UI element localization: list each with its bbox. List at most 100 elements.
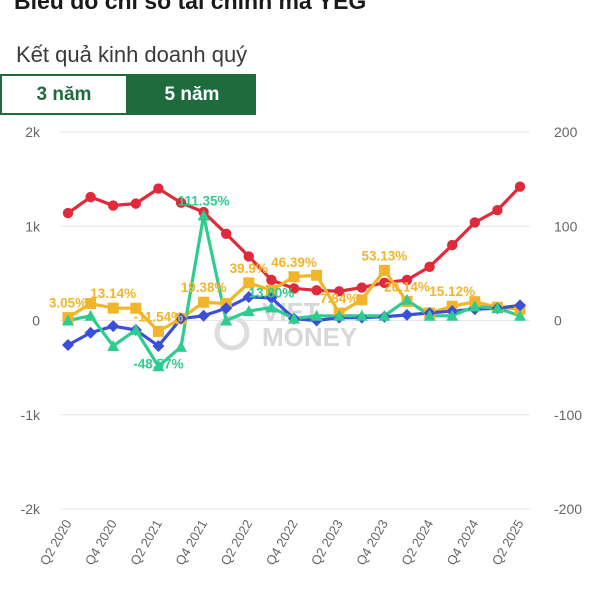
data-point: [311, 269, 323, 281]
y-left-tick-label: 0: [32, 313, 40, 329]
data-point: [468, 300, 481, 312]
watermark-logo: VIET MONEY: [214, 297, 357, 352]
data-point: [401, 293, 413, 305]
data-point: [107, 320, 120, 333]
x-tick-label: Q2 2023: [308, 517, 346, 568]
data-point: [152, 339, 165, 352]
data-point: [62, 314, 74, 326]
data-label: 39.9%: [230, 261, 268, 276]
data-point: [514, 309, 526, 321]
y-right-tick-label: -200: [554, 501, 582, 517]
data-point: [130, 198, 141, 209]
data-point: [221, 228, 232, 239]
data-point: [153, 183, 164, 194]
data-point: [446, 309, 459, 321]
x-tick-label: Q4 2023: [353, 517, 391, 568]
y-right-tick-label: 100: [554, 218, 578, 234]
data-point: [288, 283, 300, 294]
data-point: [175, 340, 187, 352]
data-label: 20.14%: [384, 280, 430, 295]
data-point: [220, 302, 233, 315]
y-left-tick-label: 2k: [25, 124, 41, 140]
data-point: [108, 200, 119, 211]
data-point: [62, 207, 74, 219]
data-point: [333, 309, 346, 321]
data-point: [175, 197, 187, 208]
data-labels: 3.05%13.14% -11.54% 19.38%39.9% 46.39% 7.84%…: [49, 194, 475, 372]
data-point: [311, 285, 322, 296]
x-tick-label: Q2 2021: [127, 517, 165, 568]
data-point: [334, 286, 345, 297]
data-label: 53.13%: [362, 248, 408, 263]
data-point: [85, 191, 96, 203]
data-point: [84, 326, 97, 339]
data-point: [356, 294, 368, 306]
data-point: [355, 309, 368, 321]
data-point: [491, 302, 504, 314]
data-label: 3.05%: [49, 296, 87, 311]
x-tick-label: Q4 2022: [263, 517, 301, 568]
data-point: [288, 312, 300, 324]
x-axis: Q2 2020 Q4 2020 Q2 2021 Q4 2021 Q2 2022 Q4 20…: [37, 517, 527, 568]
data-point: [129, 323, 142, 335]
data-point: [356, 282, 367, 293]
data-label: 7.84%: [320, 291, 358, 306]
data-point: [175, 312, 187, 325]
data-point: [62, 339, 74, 352]
y-left-tick-label: -2k: [21, 501, 41, 517]
data-point: [85, 298, 97, 310]
data-point: [242, 290, 255, 303]
y-right-tick-label: 200: [554, 124, 578, 140]
x-tick-label: Q2 2020: [37, 517, 75, 568]
data-point: [492, 205, 503, 216]
data-point: [469, 217, 480, 228]
data-point: [288, 271, 300, 283]
data-point: [220, 314, 233, 326]
data-point: [242, 305, 255, 317]
period-tabs: 3 năm 5 năm: [0, 74, 256, 115]
data-point: [310, 309, 323, 321]
data-point: [152, 325, 164, 337]
data-point: [401, 274, 413, 286]
y-axis-left: 2k 1k 0 -1k -2k: [21, 124, 41, 517]
page-title: Biểu đồ chỉ số tài chính mã YEG: [14, 0, 367, 14]
data-point: [198, 296, 210, 308]
data-point: [243, 277, 255, 289]
series-markers: [62, 181, 526, 372]
x-tick-label: Q2 2024: [398, 517, 436, 568]
x-tick-label: Q4 2021: [172, 517, 210, 568]
data-label: 13.80%: [249, 285, 295, 300]
data-point: [265, 284, 277, 296]
data-point: [423, 309, 436, 321]
data-point: [197, 309, 210, 322]
data-point: [152, 360, 165, 372]
data-label: 19.38%: [181, 280, 227, 295]
data-point: [243, 251, 254, 262]
financial-chart: VIET MONEY 3.05%13.14% -11.54% 19.38%39.9%…: [21, 124, 583, 568]
data-point: [107, 339, 120, 351]
y-right-tick-label: 0: [554, 313, 562, 329]
data-label: 46.39%: [271, 255, 317, 270]
data-point: [514, 299, 526, 312]
data-point: [130, 302, 142, 314]
tab-3-years[interactable]: 3 năm: [0, 74, 128, 115]
tab-5-years[interactable]: 5 năm: [128, 74, 256, 115]
watermark-text-bottom: MONEY: [262, 322, 357, 352]
data-point: [447, 239, 458, 251]
data-label: 13.14%: [90, 286, 136, 301]
y-right-tick-label: -100: [554, 407, 582, 423]
data-label: -11.54%: [134, 309, 184, 324]
data-label: -48.57%: [133, 356, 183, 371]
data-point: [514, 181, 526, 192]
data-point: [107, 302, 119, 314]
x-tick-label: Q4 2020: [82, 517, 120, 568]
data-point: [265, 291, 278, 304]
data-point: [378, 264, 390, 276]
y-axis-right: 200 100 0 -100 -200: [554, 124, 582, 517]
data-point: [266, 274, 277, 286]
y-left-tick-label: -1k: [21, 407, 41, 423]
data-point: [379, 277, 390, 288]
data-label: 111.35%: [178, 194, 230, 209]
data-point: [401, 308, 413, 321]
data-point: [197, 209, 210, 221]
